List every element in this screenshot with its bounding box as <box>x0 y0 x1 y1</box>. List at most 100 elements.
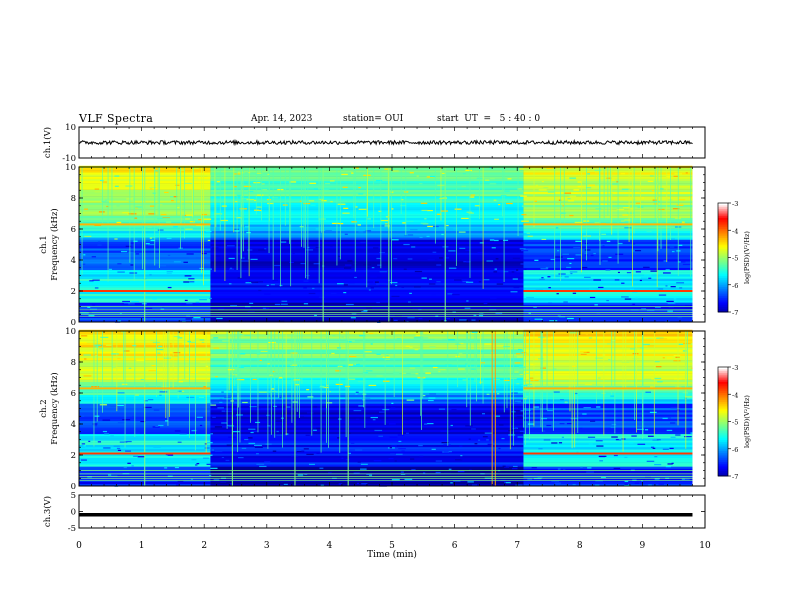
spectrogram-noise <box>526 232 530 234</box>
spectrogram-row <box>523 466 693 469</box>
spectrogram-noise <box>439 197 448 200</box>
spectrogram-noise <box>173 196 178 198</box>
spectrogram-noise <box>378 210 382 212</box>
spectrogram-row <box>210 470 524 474</box>
spectrogram-noise <box>640 479 645 481</box>
spectrogram-row <box>523 420 693 424</box>
spectrogram-noise <box>587 172 595 174</box>
spectrogram-noise <box>102 430 108 433</box>
spectrogram-noise <box>244 438 249 441</box>
spectrogram-noise <box>611 436 618 438</box>
date-label: Apr. 14, 2023 <box>251 114 313 124</box>
spectrogram-noise <box>130 264 134 266</box>
spectrogram-noise <box>150 188 155 190</box>
spectrogram-noise <box>378 411 385 413</box>
spectrogram-noise <box>556 293 559 295</box>
spectrogram-noise <box>193 304 201 307</box>
spectrogram-noise <box>143 400 148 402</box>
spectrogram-noise <box>646 230 652 233</box>
spectrogram-noise <box>165 221 172 223</box>
colorbar-swatch <box>718 253 728 257</box>
spectrogram-row <box>523 295 693 299</box>
spectrogram-noise <box>351 221 357 223</box>
spectrogram-noise <box>421 209 428 212</box>
colorbar-swatch <box>718 293 728 297</box>
spectrogram-row <box>210 302 524 305</box>
spectrogram-noise <box>117 392 125 394</box>
spectrogram-noise <box>94 344 102 346</box>
spectrogram-noise <box>682 263 691 266</box>
x-tick-label: 9 <box>640 541 646 551</box>
spectrogram-noise <box>249 302 254 304</box>
spectrogram-noise <box>668 306 674 308</box>
ch1-ylabel: ch.1(V) <box>42 127 53 158</box>
spectrogram-noise <box>485 436 492 438</box>
spectrogram-noise <box>330 292 337 295</box>
spectrogram-noise <box>655 337 663 339</box>
colorbar-swatch <box>718 397 728 401</box>
colorbar-swatch <box>718 230 728 233</box>
spectrogram-noise <box>264 461 271 463</box>
spectrogram-row <box>523 261 693 264</box>
spectrogram-noise <box>261 183 265 185</box>
colorbar-swatch <box>718 281 728 284</box>
spectrogram-row <box>523 390 693 393</box>
colorbar-swatch <box>718 416 728 419</box>
spectrogram-noise <box>309 182 317 184</box>
spectrogram-noise <box>660 188 664 190</box>
spectrogram-noise <box>525 372 530 374</box>
spectrogram-noise <box>596 445 604 447</box>
spectrogram-noise <box>205 230 212 233</box>
spectrogram-noise <box>177 480 184 482</box>
spectrogram-noise <box>474 443 478 445</box>
spectrogram-noise <box>555 275 562 277</box>
spectrogram-noise <box>301 450 305 452</box>
spectrogram-noise <box>401 286 405 288</box>
spectrogram-noise <box>368 384 377 387</box>
spectrogram-noise <box>102 419 111 421</box>
spectrogram-row <box>523 248 693 251</box>
spectrogram-noise <box>227 480 233 482</box>
spectrogram-noise <box>436 264 442 266</box>
station-label: station= OUI <box>343 114 404 124</box>
spectrogram-noise <box>196 463 200 465</box>
spectrogram-noise <box>631 358 640 360</box>
spectrogram-noise <box>249 281 253 283</box>
spectrogram-noise <box>677 317 682 319</box>
spectrogram-noise <box>466 281 474 283</box>
spectrogram-noise <box>315 246 321 249</box>
y-tick-label: 8 <box>71 358 76 368</box>
spectrogram-row <box>523 237 693 240</box>
colorbar-swatch <box>718 450 728 453</box>
spectrogram-row <box>523 274 693 277</box>
spectrogram-noise <box>587 436 596 438</box>
y-tick-label: -5 <box>68 524 76 534</box>
spectrogram-noise <box>493 271 498 273</box>
spectrogram-noise <box>624 298 632 300</box>
spectrogram-noise <box>258 281 263 283</box>
spectrogram-noise <box>621 296 629 298</box>
spectrogram-noise <box>259 391 267 393</box>
spectrogram-noise <box>149 205 156 207</box>
spectrogram-noise <box>127 462 131 464</box>
spectrogram-row <box>523 278 693 281</box>
spectrogram-row <box>523 366 693 370</box>
spectrogram-noise <box>186 253 194 255</box>
colorbar-swatch <box>718 392 728 395</box>
spectrogram-noise <box>400 471 404 473</box>
spectrogram-noise <box>610 395 615 397</box>
spectrogram-noise <box>598 455 607 457</box>
spectrogram-noise <box>373 460 382 462</box>
spectrogram-noise <box>551 442 558 444</box>
spectrogram-noise <box>628 442 634 444</box>
spectrogram-noise <box>466 300 469 302</box>
spectrogram-noise <box>195 301 200 304</box>
spectrogram-noise <box>494 268 498 270</box>
spectrogram-noise <box>376 301 380 304</box>
spectrogram-noise <box>658 288 664 290</box>
spectrogram-noise <box>258 249 266 251</box>
spectrogram-noise <box>101 200 107 202</box>
spectrogram-noise <box>228 375 236 377</box>
spectrogram-noise <box>448 468 452 470</box>
spectrogram-noise <box>97 244 102 246</box>
